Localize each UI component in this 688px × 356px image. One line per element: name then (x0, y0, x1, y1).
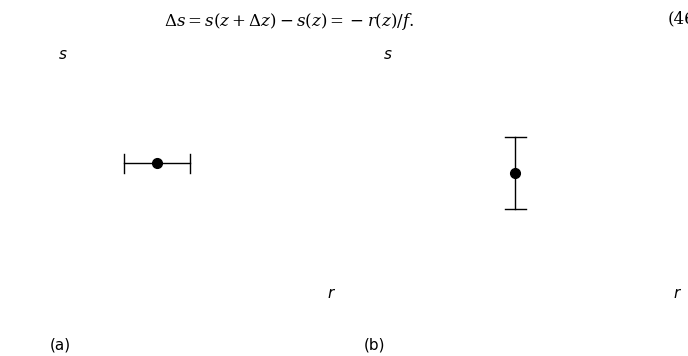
Text: $s$: $s$ (58, 47, 68, 62)
Text: $r$: $r$ (327, 287, 336, 302)
Text: $\Delta s = s(z + \Delta z) - s(z) = -r(z)/f.$: $\Delta s = s(z + \Delta z) - s(z) = -r(… (164, 11, 414, 32)
Text: $r$: $r$ (673, 287, 682, 302)
Text: (46: (46 (667, 11, 688, 28)
Text: (a): (a) (50, 337, 71, 352)
Text: (b): (b) (364, 337, 385, 352)
Text: $s$: $s$ (383, 47, 393, 62)
